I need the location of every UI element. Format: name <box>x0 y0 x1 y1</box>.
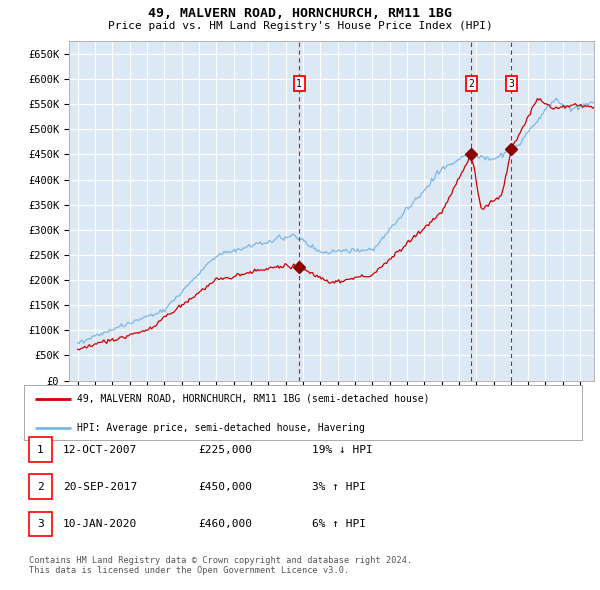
Text: £225,000: £225,000 <box>198 445 252 454</box>
Text: 1: 1 <box>296 78 302 88</box>
Text: Contains HM Land Registry data © Crown copyright and database right 2024.
This d: Contains HM Land Registry data © Crown c… <box>29 556 412 575</box>
Text: 49, MALVERN ROAD, HORNCHURCH, RM11 1BG (semi-detached house): 49, MALVERN ROAD, HORNCHURCH, RM11 1BG (… <box>77 394 430 404</box>
Text: 3: 3 <box>37 519 44 529</box>
Text: 19% ↓ HPI: 19% ↓ HPI <box>312 445 373 454</box>
Text: 49, MALVERN ROAD, HORNCHURCH, RM11 1BG: 49, MALVERN ROAD, HORNCHURCH, RM11 1BG <box>148 7 452 20</box>
Text: Price paid vs. HM Land Registry's House Price Index (HPI): Price paid vs. HM Land Registry's House … <box>107 21 493 31</box>
Text: HPI: Average price, semi-detached house, Havering: HPI: Average price, semi-detached house,… <box>77 422 365 432</box>
Text: 2: 2 <box>469 78 474 88</box>
Text: 6% ↑ HPI: 6% ↑ HPI <box>312 519 366 529</box>
Text: 1: 1 <box>37 445 44 454</box>
Text: £460,000: £460,000 <box>198 519 252 529</box>
Text: 20-SEP-2017: 20-SEP-2017 <box>63 482 137 491</box>
Text: 3% ↑ HPI: 3% ↑ HPI <box>312 482 366 491</box>
Text: 2: 2 <box>37 482 44 491</box>
Text: 12-OCT-2007: 12-OCT-2007 <box>63 445 137 454</box>
Text: 10-JAN-2020: 10-JAN-2020 <box>63 519 137 529</box>
Text: 3: 3 <box>508 78 514 88</box>
Text: £450,000: £450,000 <box>198 482 252 491</box>
